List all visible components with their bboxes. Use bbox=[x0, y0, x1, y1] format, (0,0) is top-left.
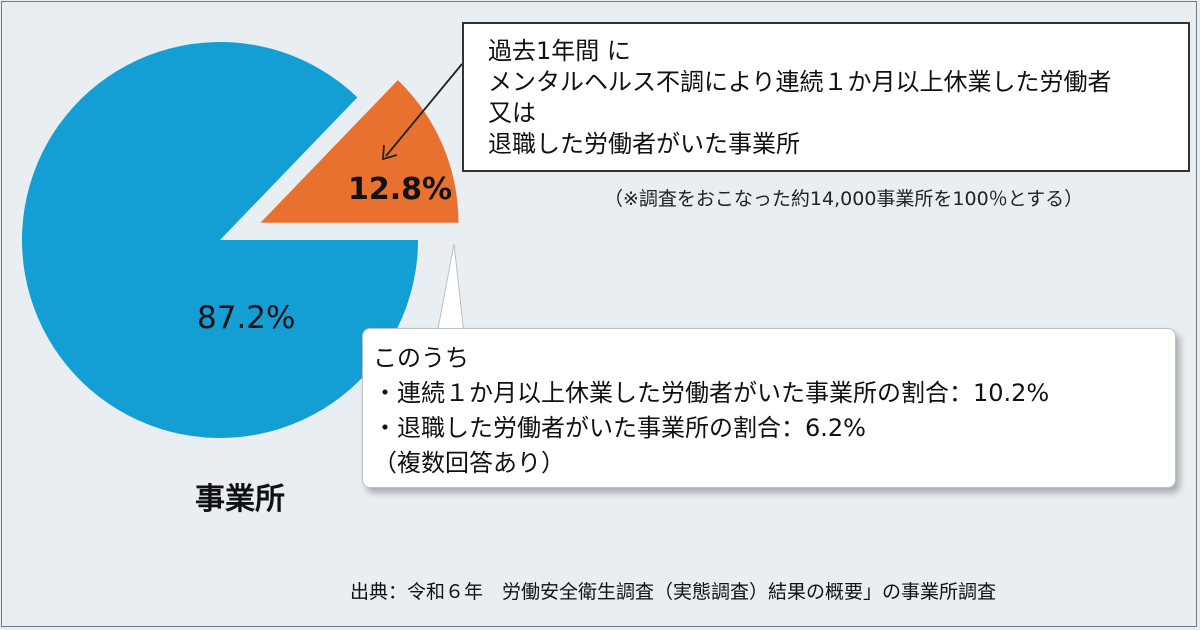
source-note: 出典：令和６年 労働安全衛生調査（実態調査）結果の概要」の事業所調査 bbox=[350, 581, 997, 603]
detail-line: ・連続１か月以上休業した労働者がいた事業所の割合：10.2% bbox=[373, 379, 1050, 407]
callout-line: 又は bbox=[488, 99, 536, 127]
pie-label-exploded: 12.8% bbox=[348, 172, 453, 207]
callout-line: 過去1年間 に bbox=[488, 37, 631, 65]
category-label: 事業所 bbox=[195, 482, 285, 517]
detail-line: （複数回答あり） bbox=[373, 449, 565, 477]
callout-box: 過去1年間 に メンタルヘルス不調により連続１か月以上休業した労働者 又は 退職… bbox=[462, 22, 1190, 172]
pie-slice-main bbox=[22, 42, 419, 439]
callout-arrow-head bbox=[382, 144, 398, 161]
detail-box: このうち ・連続１か月以上休業した労働者がいた事業所の割合：10.2% ・退職し… bbox=[362, 328, 1176, 488]
pie-label-main: 87.2% bbox=[197, 300, 296, 336]
survey-note: （※調査をおこなった約14,000事業所を100％とする） bbox=[604, 188, 1084, 210]
detail-line: ・退職した労働者がいた事業所の割合：6.2% bbox=[373, 414, 866, 442]
detail-line: このうち bbox=[373, 344, 469, 372]
pie-slice-exploded bbox=[260, 80, 459, 223]
callout-arrow-line bbox=[385, 63, 463, 157]
detail-pointer bbox=[436, 243, 465, 335]
callout-line: 退職した労働者がいた事業所 bbox=[488, 130, 800, 158]
callout-line: メンタルヘルス不調により連続１か月以上休業した労働者 bbox=[488, 68, 1112, 96]
